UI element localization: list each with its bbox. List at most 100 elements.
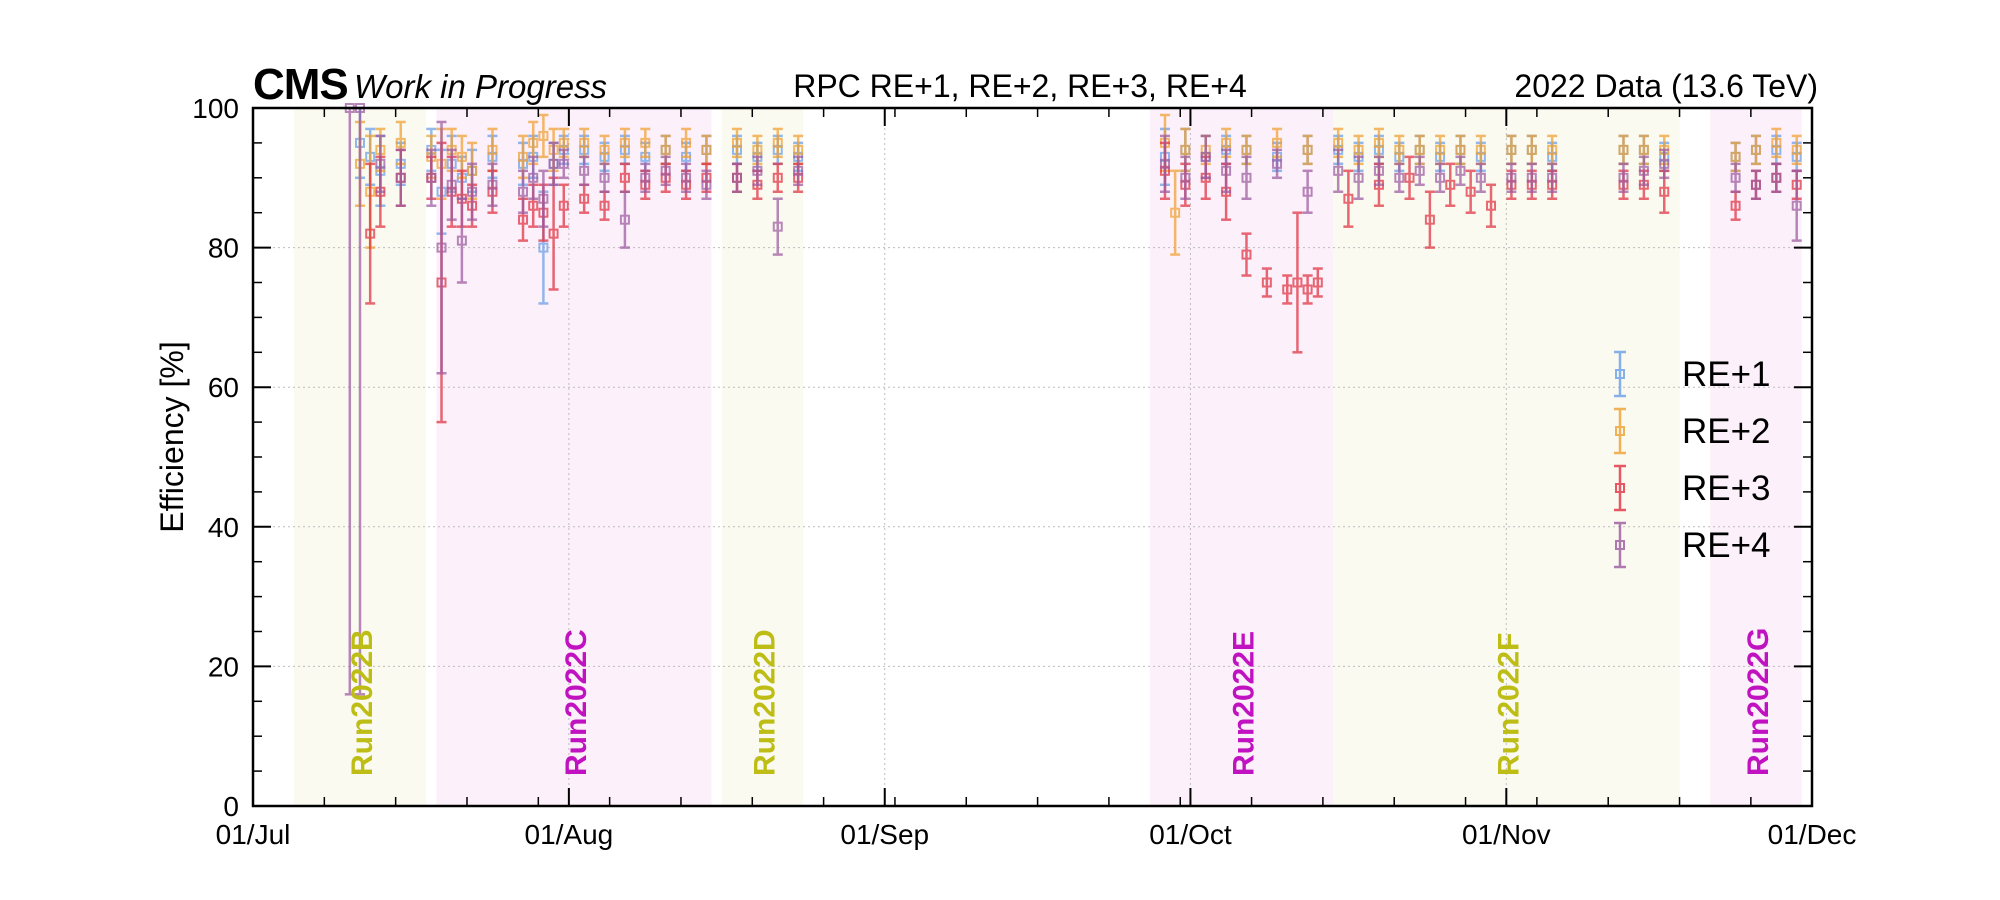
point-marker xyxy=(1506,144,1517,155)
data-point xyxy=(772,162,783,194)
x-tick-label: 01/Sep xyxy=(840,819,929,850)
point-marker xyxy=(752,165,763,176)
data-point xyxy=(1638,155,1649,187)
point-marker xyxy=(1221,137,1232,148)
point-marker xyxy=(1333,137,1344,148)
data-point xyxy=(446,148,457,221)
data-point xyxy=(772,127,783,159)
data-point xyxy=(1373,155,1384,187)
point-marker xyxy=(538,193,549,204)
point-marker xyxy=(1771,172,1782,183)
run-band-run2022c xyxy=(436,108,712,806)
point-marker xyxy=(1475,172,1486,183)
run-label-run2022f: Run2022F xyxy=(1492,633,1525,776)
legend-marker-4 xyxy=(1614,521,1626,569)
grid-lines xyxy=(253,108,1812,806)
data-point xyxy=(1302,274,1313,305)
legend-square xyxy=(1615,483,1625,493)
axis-ticks: 0 20 40 60 80 100 01/Jul 01/Aug 01/Sep 01/Oct 01/N… xyxy=(192,93,1856,850)
run-period-labels: Run2022B Run2022C Run2022D Run2022E Run2022F… xyxy=(346,628,1775,776)
chart-title: RPC RE+1, RE+2, RE+3, RE+4 xyxy=(793,68,1247,104)
data-point xyxy=(1435,162,1446,194)
data-point xyxy=(1333,148,1344,194)
data-point xyxy=(558,148,569,180)
point-marker xyxy=(1475,144,1486,155)
point-marker xyxy=(701,144,712,155)
point-marker xyxy=(558,158,569,169)
point-marker xyxy=(1353,144,1364,155)
point-marker xyxy=(1638,144,1649,155)
point-marker xyxy=(772,137,783,148)
point-marker xyxy=(1526,172,1537,183)
data-point xyxy=(467,162,478,221)
point-marker xyxy=(1302,186,1313,197)
data-point xyxy=(365,162,376,305)
point-marker xyxy=(1730,151,1741,162)
data-point xyxy=(548,176,559,291)
point-marker xyxy=(732,172,743,183)
data-point xyxy=(701,169,712,200)
point-marker xyxy=(772,221,783,232)
point-marker xyxy=(1221,165,1232,176)
data-point xyxy=(1353,155,1364,200)
x-tick-label: 01/Aug xyxy=(525,819,614,850)
data-point xyxy=(1486,183,1497,228)
point-marker xyxy=(1241,249,1252,260)
legend-marker-1 xyxy=(1614,350,1626,398)
point-marker xyxy=(1435,172,1446,183)
data-point xyxy=(1465,169,1476,214)
data-point xyxy=(1618,162,1629,194)
point-marker xyxy=(375,158,386,169)
data-point xyxy=(1200,134,1211,180)
data-point xyxy=(752,155,763,187)
point-marker xyxy=(467,186,478,197)
data-point xyxy=(1394,162,1405,194)
point-marker xyxy=(1424,214,1435,225)
point-marker xyxy=(528,172,539,183)
data-point xyxy=(1750,169,1761,200)
data-point xyxy=(1750,134,1761,166)
legend-label: RE+1 xyxy=(1682,355,1771,394)
run-band-run2022e xyxy=(1149,108,1334,806)
point-marker xyxy=(1241,172,1252,183)
data-point xyxy=(1404,155,1415,200)
point-marker xyxy=(518,186,529,197)
point-marker xyxy=(1730,200,1741,211)
y-axis-label: Efficiency [%] xyxy=(154,341,190,532)
point-marker xyxy=(446,179,457,190)
data-point xyxy=(1292,211,1303,354)
point-marker xyxy=(1659,186,1670,197)
data-point xyxy=(772,197,783,256)
point-marker xyxy=(1506,172,1517,183)
data-point xyxy=(619,127,630,159)
point-marker xyxy=(1435,144,1446,155)
point-marker xyxy=(579,137,590,148)
point-marker xyxy=(518,151,529,162)
point-marker xyxy=(1261,277,1272,288)
point-marker xyxy=(1343,193,1354,204)
point-marker xyxy=(599,144,610,155)
point-marker xyxy=(1486,200,1497,211)
legend-label: RE+4 xyxy=(1682,526,1771,565)
cms-label: CMS xyxy=(253,60,349,109)
data-point xyxy=(487,162,498,207)
point-marker xyxy=(1618,144,1629,155)
point-marker xyxy=(1159,158,1170,169)
point-marker xyxy=(1659,158,1670,169)
data-point xyxy=(1170,169,1181,256)
point-marker xyxy=(558,200,569,211)
point-marker xyxy=(1272,137,1283,148)
run-label-run2022c: Run2022C xyxy=(560,629,593,776)
data-point xyxy=(1506,162,1517,194)
point-marker xyxy=(1312,277,1323,288)
data-point xyxy=(1180,155,1191,200)
point-marker xyxy=(660,165,671,176)
data-point xyxy=(681,127,692,159)
point-marker xyxy=(579,165,590,176)
point-marker xyxy=(436,242,447,253)
x-tick-label: 01/Nov xyxy=(1462,819,1551,850)
data-point xyxy=(548,141,559,187)
point-marker xyxy=(681,137,692,148)
data-point xyxy=(1272,148,1283,180)
point-marker xyxy=(395,172,406,183)
